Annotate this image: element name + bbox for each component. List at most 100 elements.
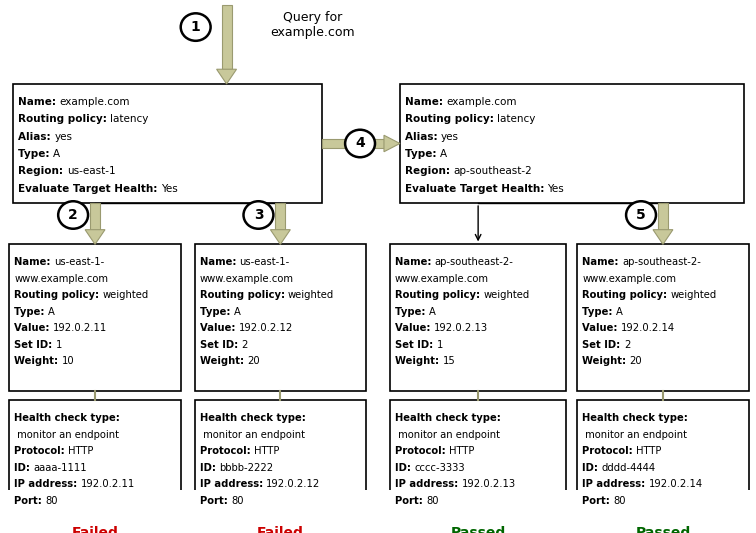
Text: Evaluate Target Health:: Evaluate Target Health: (18, 184, 161, 194)
Text: A: A (616, 306, 623, 317)
Text: HTTP: HTTP (449, 446, 474, 456)
Text: monitor an endpoint: monitor an endpoint (395, 430, 500, 440)
Text: Set ID:: Set ID: (582, 340, 624, 350)
Text: Evaluate Target Health:: Evaluate Target Health: (405, 184, 548, 194)
Text: A: A (429, 306, 435, 317)
Bar (195, 400, 366, 533)
Text: Weight:: Weight: (582, 356, 630, 366)
Text: 80: 80 (614, 496, 626, 505)
Text: Name:: Name: (405, 96, 447, 107)
Bar (400, 84, 744, 203)
Text: yes: yes (441, 132, 459, 142)
Text: 1: 1 (436, 340, 443, 350)
Text: monitor an endpoint: monitor an endpoint (582, 430, 687, 440)
Text: Value:: Value: (200, 323, 239, 333)
Text: Yes: Yes (547, 184, 564, 194)
Text: 1: 1 (191, 20, 200, 34)
Bar (390, 244, 566, 391)
Bar (9, 400, 181, 533)
Text: Health check type:: Health check type: (582, 413, 688, 423)
Bar (658, 203, 668, 230)
Text: example.com: example.com (446, 96, 517, 107)
Text: Name:: Name: (14, 257, 54, 267)
Text: Set ID:: Set ID: (200, 340, 241, 350)
Text: ID:: ID: (200, 463, 219, 473)
Text: weighted: weighted (288, 290, 334, 300)
Text: Set ID:: Set ID: (395, 340, 437, 350)
Text: A: A (234, 306, 240, 317)
Circle shape (626, 201, 656, 229)
Text: Value:: Value: (395, 323, 434, 333)
Text: ap-southeast-2-: ap-southeast-2- (435, 257, 513, 267)
Text: Protocol:: Protocol: (14, 446, 69, 456)
Text: 2: 2 (241, 340, 248, 350)
Text: Routing policy:: Routing policy: (200, 290, 288, 300)
Text: ID:: ID: (582, 463, 602, 473)
Text: Set ID:: Set ID: (14, 340, 56, 350)
Text: www.example.com: www.example.com (582, 273, 677, 284)
Text: weighted: weighted (671, 290, 717, 300)
Polygon shape (217, 69, 237, 84)
Text: 192.0.2.13: 192.0.2.13 (434, 323, 488, 333)
Circle shape (58, 201, 88, 229)
Text: IP address:: IP address: (582, 479, 649, 489)
Text: Health check type:: Health check type: (200, 413, 305, 423)
Text: monitor an endpoint: monitor an endpoint (200, 430, 305, 440)
Text: Passed: Passed (635, 526, 690, 533)
Text: bbbb-2222: bbbb-2222 (219, 463, 273, 473)
Text: Name:: Name: (582, 257, 622, 267)
Text: A: A (440, 149, 447, 159)
Text: monitor an endpoint: monitor an endpoint (14, 430, 119, 440)
Text: Routing policy:: Routing policy: (395, 290, 484, 300)
Polygon shape (271, 230, 290, 244)
Text: Value:: Value: (582, 323, 621, 333)
Text: example.com: example.com (60, 96, 130, 107)
Text: weighted: weighted (483, 290, 529, 300)
Text: Failed: Failed (72, 526, 119, 533)
Text: ap-southeast-2-: ap-southeast-2- (622, 257, 701, 267)
Bar (222, 5, 231, 69)
Bar (275, 203, 285, 230)
Bar (9, 244, 181, 391)
Circle shape (345, 130, 375, 157)
Text: HTTP: HTTP (254, 446, 279, 456)
Text: Region:: Region: (18, 166, 67, 176)
Bar (322, 139, 384, 148)
Text: IP address:: IP address: (14, 479, 81, 489)
Text: yes: yes (54, 132, 73, 142)
Text: Port:: Port: (200, 496, 231, 505)
Bar (90, 203, 100, 230)
Bar (578, 400, 748, 533)
Text: 80: 80 (426, 496, 438, 505)
Text: Routing policy:: Routing policy: (14, 290, 103, 300)
Text: Failed: Failed (257, 526, 304, 533)
Text: 80: 80 (231, 496, 243, 505)
Text: 15: 15 (442, 356, 455, 366)
Text: A: A (48, 306, 55, 317)
Text: Protocol:: Protocol: (200, 446, 254, 456)
Text: 192.0.2.11: 192.0.2.11 (53, 323, 107, 333)
Text: IP address:: IP address: (395, 479, 462, 489)
Text: 2: 2 (624, 340, 631, 350)
Text: Health check type:: Health check type: (395, 413, 500, 423)
Polygon shape (653, 230, 673, 244)
Text: Name:: Name: (395, 257, 435, 267)
Bar (195, 244, 366, 391)
Text: 5: 5 (636, 208, 646, 222)
Text: 10: 10 (62, 356, 74, 366)
Text: 192.0.2.12: 192.0.2.12 (266, 479, 321, 489)
Text: Type:: Type: (395, 306, 429, 317)
Text: Weight:: Weight: (200, 356, 247, 366)
Text: Weight:: Weight: (395, 356, 442, 366)
Text: Port:: Port: (395, 496, 426, 505)
Text: 20: 20 (630, 356, 643, 366)
Text: latency: latency (497, 114, 535, 124)
Text: Name:: Name: (18, 96, 60, 107)
Text: latency: latency (110, 114, 149, 124)
Bar (578, 244, 748, 391)
Text: 2: 2 (68, 208, 78, 222)
Text: 192.0.2.11: 192.0.2.11 (81, 479, 135, 489)
Text: Type:: Type: (582, 306, 616, 317)
Text: 20: 20 (247, 356, 260, 366)
Text: Value:: Value: (14, 323, 54, 333)
